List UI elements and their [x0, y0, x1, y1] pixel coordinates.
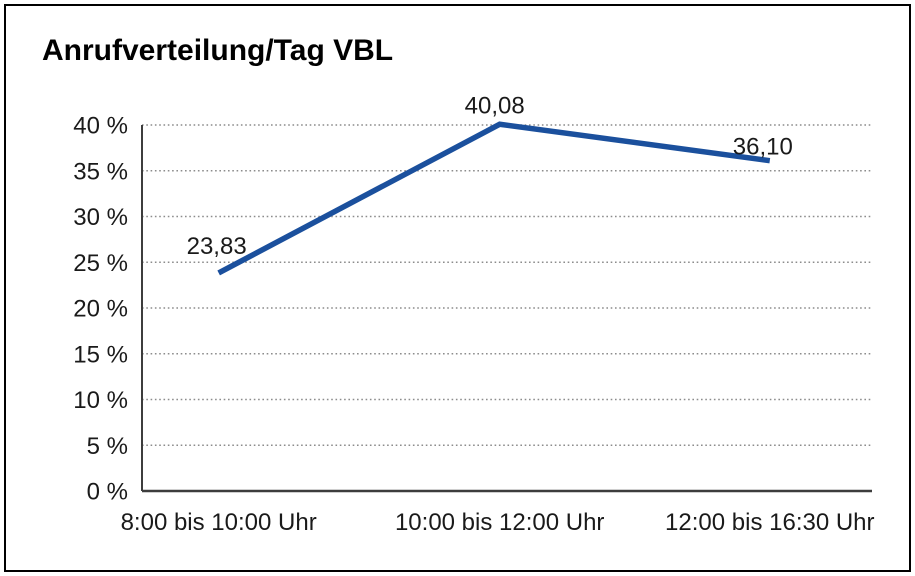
x-category-label: 10:00 bis 12:00 Uhr [395, 509, 604, 536]
chart-frame: Anrufverteilung/Tag VBL [4, 4, 911, 572]
y-tick-label: 10 % [73, 387, 128, 414]
y-tick-label: 15 % [73, 341, 128, 368]
data-point-label: 36,10 [733, 134, 793, 161]
x-category-label: 8:00 bis 10:00 Uhr [121, 509, 317, 536]
y-tick-label: 30 % [73, 204, 128, 231]
x-category-label: 12:00 bis 16:30 Uhr [665, 509, 874, 536]
y-tick-label: 5 % [87, 433, 128, 460]
y-tick-label: 35 % [73, 158, 128, 185]
data-series-line [217, 121, 771, 276]
y-tick-label: 40 % [73, 113, 128, 140]
y-tick-label: 20 % [73, 296, 128, 323]
y-tick-label: 25 % [73, 250, 128, 277]
data-point-label: 40,08 [465, 92, 525, 119]
chart-title: Anrufverteilung/Tag VBL [42, 34, 394, 67]
data-point-label: 23,83 [187, 233, 247, 260]
y-tick-label: 0 % [87, 479, 128, 506]
